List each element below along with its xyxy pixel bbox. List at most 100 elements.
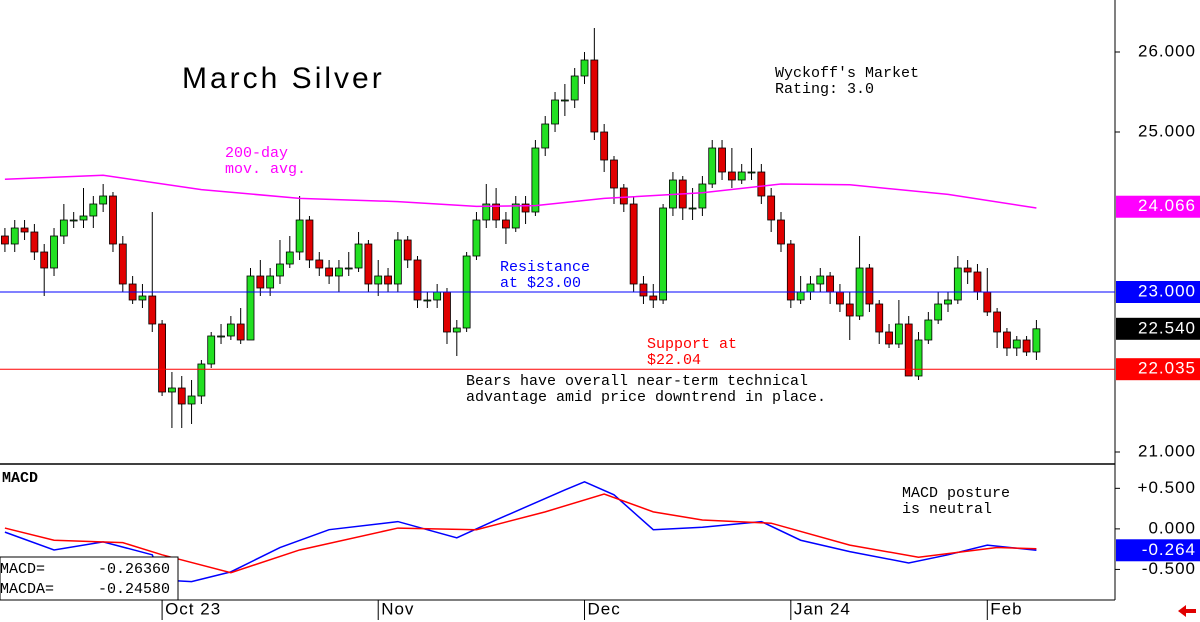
level-label: -0.264 [1142,540,1196,559]
candle-body [806,283,815,293]
candle-body [168,387,176,393]
annotation: Bears have overall near-term technical [466,373,808,390]
x-tick-label: Jan 24 [794,599,851,618]
candle-body [777,219,785,245]
candle-body [718,147,726,173]
level-label: 24.066 [1138,196,1196,215]
candle-body [914,339,923,377]
series-line [4,174,1037,209]
candle-body [295,219,304,253]
annotation: Rating: 3.0 [775,81,874,98]
legend-label: mov. avg. [225,161,306,178]
readout-name: MACDA= [0,581,54,598]
candle-body [993,311,1002,333]
level-box [1116,195,1200,218]
readout-value: -0.24580 [98,581,170,598]
candle-body [737,171,746,181]
candle-body [904,323,913,377]
candle-body [30,231,39,253]
candle-body [89,203,98,217]
candle-body [865,267,874,305]
annotation: advantage amid price downtrend in place. [466,389,826,406]
candle-body [600,131,609,161]
candle-body [374,275,383,285]
candle-body [649,295,658,301]
candle-body [541,123,550,149]
candle-body [492,203,501,221]
candle-body [767,195,776,221]
x-tick-label: Oct 23 [165,599,221,618]
level-box [1116,539,1200,562]
candle-body [10,227,19,245]
annotation: Support at [647,336,737,353]
candle-body [629,203,638,285]
candle-body [452,327,461,333]
candle-body [639,283,648,297]
candle-body [285,251,294,265]
candle-body [69,219,78,222]
candle-body [158,323,166,393]
legend-label: 200-day [225,145,288,162]
y-tick-label: 0.000 [1148,518,1196,537]
candle-body [59,219,68,237]
candle-body [688,207,697,210]
candle-body [796,291,805,301]
candle-body [393,239,402,285]
annotation: MACD posture [902,485,1010,502]
candle-body [187,395,196,405]
candle-body [226,323,235,337]
candle-body [560,99,569,102]
candle-body [20,227,29,233]
candle-body [433,291,442,301]
candle-body [747,171,756,174]
candle-body [708,147,717,185]
y-tick-label: +0.500 [1138,478,1196,497]
level-box [1116,281,1200,303]
candle-body [276,263,284,277]
candle-body [217,335,225,338]
candle-body [364,243,373,285]
candle-body [816,275,825,285]
candle-body [659,207,668,301]
x-tick-label: Dec [588,599,621,618]
candle-body [79,215,88,221]
candle-body [973,271,982,293]
level-box [1116,317,1200,340]
candle-body [413,259,422,301]
candle-body [443,291,451,333]
y-tick-label: 25.000 [1138,121,1196,140]
y-tick-label: -0.500 [1142,559,1196,578]
candle-body [40,251,49,269]
panel-title: MACD [2,470,38,487]
candle-body [50,235,58,269]
candle-body [786,243,795,301]
candle-body [610,159,618,189]
y-tick-label: 26.000 [1138,41,1196,60]
candle-body [148,295,157,325]
candle-body [826,275,835,293]
annotation: is neutral [902,501,992,518]
candle-body [934,303,943,321]
candle-body [983,291,992,313]
candle-body [845,303,854,317]
candle-body [875,303,884,333]
candle-body [99,195,108,205]
candle-body [403,239,412,261]
candle-body [1022,339,1031,353]
candle-body [531,147,540,213]
annotation: Resistance [500,259,590,276]
candle-body [177,387,186,405]
y-tick-label: 21.000 [1138,441,1196,460]
candle-body [344,267,353,270]
candle-body [1032,328,1041,353]
candle-body [619,187,628,205]
candle-body [472,219,481,257]
readout-name: MACD= [0,561,45,578]
candle-body [885,331,893,345]
readout-value: -0.26360 [98,561,170,578]
candle-body [953,267,962,301]
chart-title: March Silver [182,62,385,95]
annotation: Wyckoff's Market [775,65,919,82]
candle-body [138,295,147,301]
